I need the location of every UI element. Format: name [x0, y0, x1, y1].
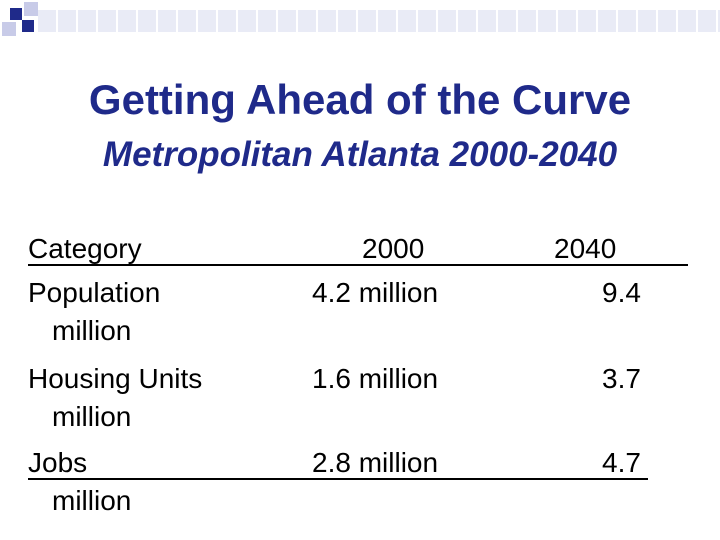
header-2040: 2040 — [554, 233, 617, 264]
slide-subtitle: Metropolitan Atlanta 2000-2040 — [102, 135, 618, 174]
row-jobs-2040: 4.7 — [602, 447, 641, 478]
row-jobs-2000: 2.8 million — [312, 447, 439, 478]
row-housing-2040: 3.7 — [602, 363, 641, 394]
row-population-unit: million — [52, 315, 132, 346]
row-population-2040: 9.4 — [602, 277, 641, 308]
row-jobs-unit: million — [52, 485, 132, 516]
corner-square-icon — [22, 20, 34, 32]
corner-decoration — [0, 0, 720, 44]
header-band — [38, 10, 720, 32]
corner-square-icon — [2, 22, 16, 36]
row-jobs-category: Jobs — [28, 447, 88, 478]
row-housing-category: Housing Units — [28, 363, 203, 394]
row-population-2000: 4.2 million — [312, 277, 439, 308]
row-housing-2000: 1.6 million — [312, 363, 439, 394]
row-population-category: Population — [28, 277, 161, 308]
header-2000: 2000 — [362, 233, 425, 264]
corner-square-icon — [24, 2, 38, 16]
header-rule — [28, 264, 688, 266]
corner-square-icon — [10, 8, 22, 20]
jobs-rule — [28, 478, 648, 480]
header-category: Category — [28, 233, 142, 264]
row-housing-unit: million — [52, 401, 132, 432]
slide-title: Getting Ahead of the Curve — [88, 76, 632, 123]
